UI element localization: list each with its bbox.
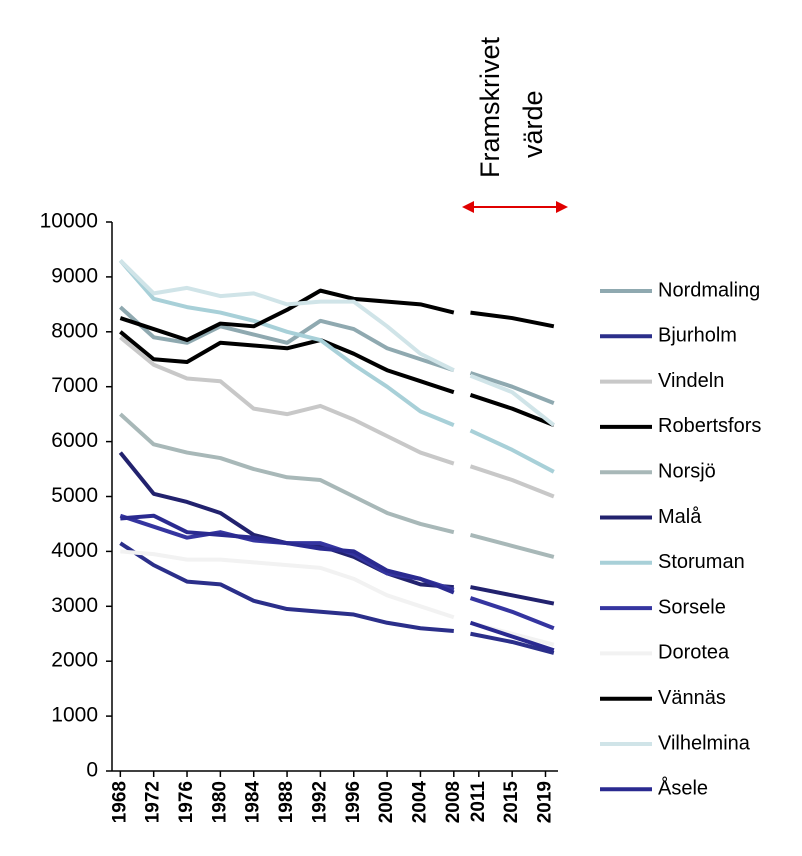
series-line (470, 585, 555, 606)
series-line (119, 288, 455, 343)
legend-label: Vindeln (658, 370, 724, 392)
y-tick-label: 9000 (51, 264, 98, 287)
x-tick-label: 1976 (176, 781, 197, 823)
x-tick-label: 1996 (343, 781, 364, 823)
y-tick-label: 6000 (51, 429, 98, 452)
y-tick-label: 10000 (40, 210, 98, 233)
series-line (469, 620, 555, 653)
legend-label: Storuman (658, 551, 745, 573)
series-line (119, 330, 455, 395)
series-line (469, 596, 555, 631)
x-tick-label: 2008 (443, 781, 464, 823)
series-line (118, 259, 455, 373)
legend-label: Sorsele (658, 596, 726, 618)
annotation: värde (518, 90, 548, 158)
legend-label: Malå (658, 506, 702, 528)
x-tick-label: 2019 (535, 781, 556, 823)
series-line (469, 393, 555, 427)
x-tick-label: 2015 (501, 781, 522, 824)
series-line (120, 549, 455, 620)
y-tick-label: 7000 (51, 374, 98, 397)
x-tick-label: 1968 (109, 781, 130, 823)
series-line (119, 335, 455, 466)
x-tick-label: 1972 (143, 781, 164, 823)
series-line (118, 412, 455, 535)
legend-label: Bjurholm (658, 325, 737, 347)
x-tick-label: 1980 (209, 781, 230, 823)
legend-label: Nordmaling (658, 279, 760, 301)
legend-label: Dorotea (658, 642, 730, 664)
y-tick-label: 3000 (51, 594, 98, 617)
legend-label: Vilhelmina (658, 732, 751, 754)
series-line (469, 373, 556, 427)
series-line (470, 310, 555, 329)
x-tick-label: 2004 (409, 781, 430, 824)
legend-label: Vännäs (658, 687, 726, 709)
y-tick-label: 0 (86, 759, 98, 782)
y-tick-label: 1000 (51, 704, 98, 727)
y-tick-label: 2000 (51, 649, 98, 672)
annotation: Framskrivet (475, 37, 505, 178)
x-tick-label: 1992 (309, 781, 330, 823)
x-tick-label: 1988 (276, 781, 297, 823)
series-line (120, 513, 455, 595)
y-tick-label: 8000 (51, 319, 98, 342)
legend-label: Norsjö (658, 460, 716, 482)
legend-label: Robertsfors (658, 415, 761, 437)
projection-arrow (462, 201, 568, 213)
series-line (469, 532, 555, 559)
series-line (118, 259, 455, 427)
y-tick-label: 5000 (51, 484, 98, 507)
series-line (118, 305, 455, 373)
series-line (469, 428, 555, 474)
legend-label: Åsele (658, 777, 708, 800)
series-line (469, 464, 555, 499)
x-tick-label: 2000 (376, 781, 397, 823)
series-line (470, 631, 555, 655)
y-tick-label: 4000 (51, 539, 98, 562)
x-tick-label: 2011 (468, 781, 489, 823)
x-tick-label: 1984 (243, 781, 264, 824)
series-line (469, 371, 555, 406)
series-line (119, 541, 454, 633)
